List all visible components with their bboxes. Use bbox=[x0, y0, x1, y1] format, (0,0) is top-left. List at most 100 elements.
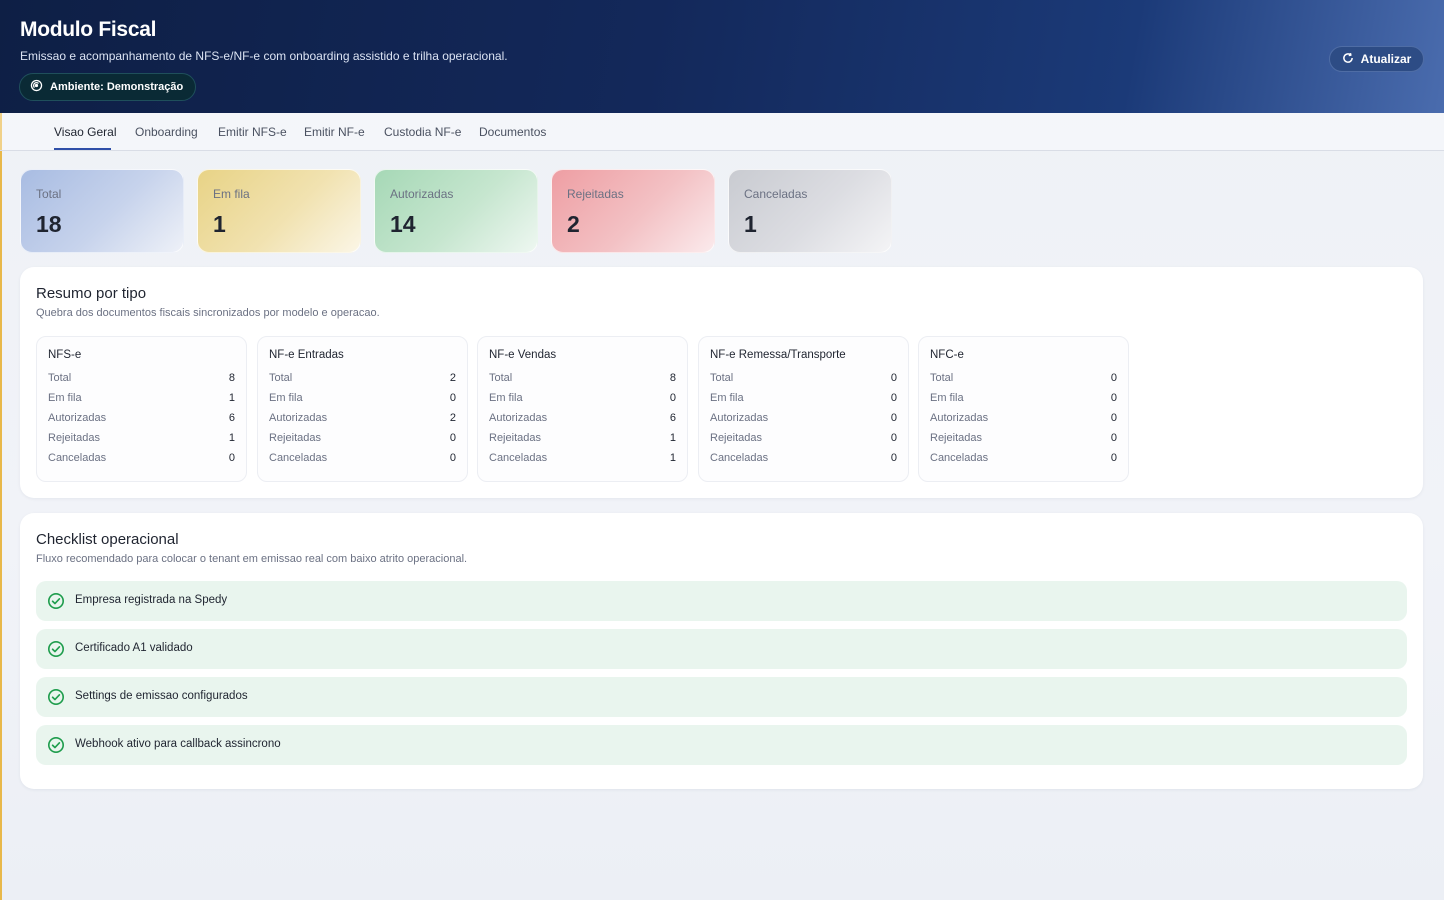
type-card-row: Em fila 0 bbox=[489, 392, 676, 406]
type-card-row: Autorizadas 6 bbox=[48, 412, 235, 426]
environment-badge: Ambiente: Demonstração bbox=[19, 73, 197, 101]
row-label: Autorizadas bbox=[269, 412, 328, 424]
type-card-row: Canceladas 0 bbox=[930, 452, 1117, 466]
row-value: 2 bbox=[449, 412, 456, 424]
tab-bar: Visao Geral Onboarding Emitir NFS-e Emit… bbox=[0, 113, 1444, 151]
refresh-label: Atualizar bbox=[1360, 52, 1412, 66]
type-card: NFC-e Total 0 Em fila 0 Autorizadas 0 Rejeitada… bbox=[918, 336, 1129, 482]
type-card-row: Rejeitadas 1 bbox=[489, 432, 676, 446]
row-value: 8 bbox=[228, 372, 235, 384]
row-value: 0 bbox=[1110, 372, 1117, 384]
type-card-row: Total 8 bbox=[48, 372, 235, 386]
broadcast-icon bbox=[30, 79, 43, 95]
type-card-row: Em fila 1 bbox=[48, 392, 235, 406]
type-card-row: Total 2 bbox=[269, 372, 456, 386]
row-label: Em fila bbox=[930, 392, 964, 404]
type-card-row: Em fila 0 bbox=[930, 392, 1117, 406]
type-card-row: Rejeitadas 0 bbox=[930, 432, 1117, 446]
row-value: 0 bbox=[669, 392, 676, 404]
checklist-subtitle: Fluxo recomendado para colocar o tenant … bbox=[36, 553, 468, 565]
checklist-item: Settings de emissao configurados bbox=[36, 677, 1407, 717]
row-value: 1 bbox=[669, 452, 676, 464]
checklist-item: Webhook ativo para callback assincrono bbox=[36, 725, 1407, 765]
type-card-row: Total 0 bbox=[710, 372, 897, 386]
tab-documentos[interactable]: Documentos bbox=[479, 125, 547, 139]
row-value: 6 bbox=[669, 412, 676, 424]
row-label: Canceladas bbox=[710, 452, 769, 464]
checklist-item: Certificado A1 validado bbox=[36, 629, 1407, 669]
checklist-item-label: Settings de emissao configurados bbox=[75, 690, 248, 702]
type-card-row: Total 0 bbox=[930, 372, 1117, 386]
row-value: 1 bbox=[228, 432, 235, 444]
row-label: Total bbox=[489, 372, 513, 384]
row-label: Rejeitadas bbox=[930, 432, 982, 444]
row-label: Autorizadas bbox=[930, 412, 989, 424]
row-label: Autorizadas bbox=[48, 412, 107, 424]
row-label: Autorizadas bbox=[710, 412, 769, 424]
row-label: Autorizadas bbox=[489, 412, 548, 424]
row-label: Rejeitadas bbox=[269, 432, 321, 444]
row-label: Canceladas bbox=[269, 452, 328, 464]
type-card-row: Em fila 0 bbox=[269, 392, 456, 406]
type-card-row: Autorizadas 0 bbox=[930, 412, 1117, 426]
row-value: 0 bbox=[890, 392, 897, 404]
tab-emitir-nfe[interactable]: Emitir NF-e bbox=[304, 125, 365, 139]
row-value: 0 bbox=[890, 452, 897, 464]
type-card-row: Autorizadas 2 bbox=[269, 412, 456, 426]
row-value: 2 bbox=[449, 372, 456, 384]
tab-onboarding[interactable]: Onboarding bbox=[135, 125, 198, 139]
type-card: NF-e Remessa/Transporte Total 0 Em fila 0 Aut… bbox=[698, 336, 909, 482]
stat-card-canceladas: Canceladas 1 bbox=[728, 169, 892, 253]
row-value: 0 bbox=[1110, 452, 1117, 464]
tab-custodia-nfe[interactable]: Custodia NF-e bbox=[384, 125, 462, 139]
row-label: Total bbox=[48, 372, 72, 384]
row-label: Rejeitadas bbox=[489, 432, 541, 444]
row-label: Rejeitadas bbox=[710, 432, 762, 444]
checklist-item-label: Certificado A1 validado bbox=[75, 642, 193, 654]
checklist-panel: Checklist operacional Fluxo recomendado … bbox=[20, 513, 1423, 789]
type-card-row: Autorizadas 0 bbox=[710, 412, 897, 426]
stat-value: 14 bbox=[390, 211, 416, 237]
stat-label: Rejeitadas bbox=[567, 187, 624, 201]
stat-card-rejeitadas: Rejeitadas 2 bbox=[551, 169, 715, 253]
type-card-row: Canceladas 0 bbox=[269, 452, 456, 466]
row-label: Canceladas bbox=[48, 452, 107, 464]
tab-visao-geral[interactable]: Visao Geral bbox=[54, 125, 117, 139]
row-value: 0 bbox=[1110, 412, 1117, 424]
type-card-row: Canceladas 0 bbox=[48, 452, 235, 466]
row-label: Total bbox=[710, 372, 734, 384]
left-edge-accent bbox=[0, 0, 2, 900]
type-card: NF-e Vendas Total 8 Em fila 0 Autorizadas 6 Rej… bbox=[477, 336, 688, 482]
type-card-row: Canceladas 0 bbox=[710, 452, 897, 466]
page-title: Modulo Fiscal bbox=[20, 18, 157, 41]
refresh-icon bbox=[1342, 52, 1354, 67]
resumo-panel: Resumo por tipo Quebra dos documentos fi… bbox=[20, 267, 1423, 498]
tab-emitir-nfse[interactable]: Emitir NFS-e bbox=[218, 125, 287, 139]
row-value: 0 bbox=[1110, 392, 1117, 404]
type-card-row: Rejeitadas 0 bbox=[269, 432, 456, 446]
row-value: 0 bbox=[228, 452, 235, 464]
checklist-title: Checklist operacional bbox=[36, 531, 179, 548]
row-label: Canceladas bbox=[930, 452, 989, 464]
stat-label: Autorizadas bbox=[390, 187, 454, 201]
row-label: Em fila bbox=[269, 392, 303, 404]
type-card-row: Rejeitadas 1 bbox=[48, 432, 235, 446]
stat-card-total: Total 18 bbox=[20, 169, 184, 253]
active-tab-indicator bbox=[54, 148, 111, 150]
stat-card-em-fila: Em fila 1 bbox=[197, 169, 361, 253]
stat-label: Em fila bbox=[213, 187, 250, 201]
row-value: 0 bbox=[449, 432, 456, 444]
type-card-row: Autorizadas 6 bbox=[489, 412, 676, 426]
row-value: 0 bbox=[449, 452, 456, 464]
checklist-item-label: Empresa registrada na Spedy bbox=[75, 594, 228, 606]
resumo-title: Resumo por tipo bbox=[36, 285, 147, 302]
stat-value: 1 bbox=[744, 211, 757, 237]
stat-card-autorizadas: Autorizadas 14 bbox=[374, 169, 538, 253]
page-subtitle: Emissao e acompanhamento de NFS-e/NF-e c… bbox=[20, 49, 508, 63]
row-label: Total bbox=[269, 372, 293, 384]
row-label: Em fila bbox=[710, 392, 744, 404]
refresh-button[interactable]: Atualizar bbox=[1329, 46, 1424, 72]
stat-value: 2 bbox=[567, 211, 580, 237]
resumo-subtitle: Quebra dos documentos fiscais sincroniza… bbox=[36, 307, 380, 319]
row-label: Canceladas bbox=[489, 452, 548, 464]
